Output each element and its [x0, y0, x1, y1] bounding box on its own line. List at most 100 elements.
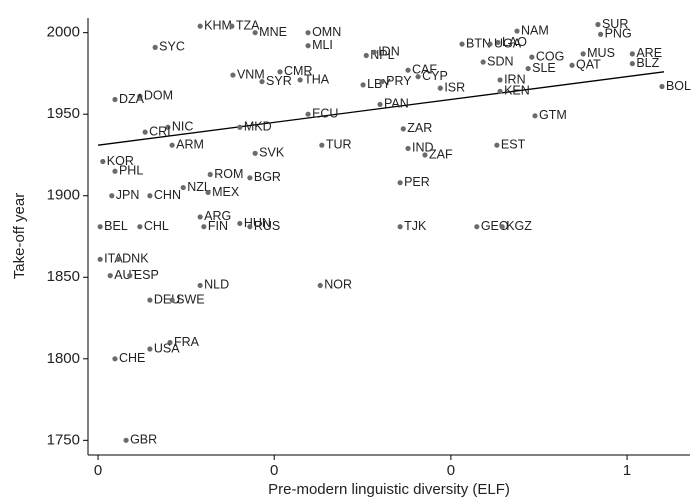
- point: [201, 224, 207, 230]
- point: [137, 224, 143, 230]
- point: [152, 44, 158, 50]
- point: [397, 180, 403, 186]
- point-label: ARE: [636, 46, 662, 60]
- point-label: ZAF: [429, 147, 453, 161]
- y-tick-label: 1950: [47, 105, 80, 122]
- point-label: SLE: [532, 61, 556, 75]
- x-tick-label: 0: [270, 462, 278, 479]
- point-label: ZAR: [407, 121, 432, 135]
- point: [97, 224, 103, 230]
- point-label: SDN: [487, 54, 513, 68]
- point: [169, 297, 175, 303]
- point: [197, 282, 203, 289]
- point-label: MKD: [244, 120, 272, 134]
- point-label: ESP: [134, 268, 159, 282]
- point-label: VNM: [237, 67, 265, 81]
- point-label: EST: [501, 137, 526, 151]
- point-label: CHN: [154, 188, 181, 202]
- point-label: PER: [404, 175, 430, 189]
- point-label: NLD: [204, 278, 229, 292]
- point-label: SWE: [176, 292, 204, 306]
- point: [495, 39, 501, 46]
- point: [237, 220, 243, 227]
- point-label: IDN: [378, 45, 400, 59]
- point-label: RUS: [254, 219, 280, 233]
- point-label: TUR: [326, 137, 352, 151]
- point-label: GEO: [481, 219, 509, 233]
- point: [147, 346, 153, 352]
- point: [112, 168, 118, 174]
- point-label: GBR: [130, 433, 157, 447]
- point-label: SVK: [259, 146, 285, 160]
- point-label: QAT: [576, 58, 601, 72]
- point: [107, 273, 113, 279]
- point-label: CHL: [144, 219, 169, 233]
- point: [147, 297, 153, 303]
- point-label: SYR: [266, 74, 292, 88]
- point-label: IND: [412, 141, 434, 155]
- point-label: SYC: [159, 40, 185, 54]
- point-label: KHM: [204, 18, 232, 32]
- point: [229, 23, 235, 29]
- point-label: FRA: [174, 335, 200, 349]
- point-label: CHE: [119, 351, 145, 365]
- point: [237, 124, 243, 130]
- point: [97, 256, 103, 262]
- point: [474, 224, 480, 230]
- point: [305, 111, 311, 117]
- point-label: BEL: [104, 219, 128, 233]
- y-tick-label: 1750: [47, 431, 80, 448]
- point: [147, 193, 153, 199]
- point: [169, 142, 175, 148]
- point: [319, 142, 325, 148]
- point: [259, 78, 265, 85]
- point-label: BGR: [254, 170, 281, 184]
- point: [497, 88, 503, 94]
- point: [437, 85, 443, 91]
- point: [525, 65, 531, 72]
- point: [629, 51, 635, 57]
- point: [197, 23, 203, 29]
- point: [197, 214, 203, 220]
- point: [405, 67, 411, 73]
- point: [595, 21, 601, 28]
- point-label: UGA: [494, 36, 522, 50]
- point: [379, 78, 385, 85]
- point-label: NOR: [324, 278, 352, 292]
- point: [569, 62, 575, 68]
- point: [397, 224, 403, 230]
- point: [277, 69, 283, 75]
- point-label: PRY: [386, 74, 412, 88]
- point: [247, 175, 253, 181]
- point-label: IRN: [504, 72, 526, 86]
- point: [207, 171, 213, 178]
- point: [377, 101, 383, 108]
- point: [127, 273, 133, 279]
- fit-line: [97, 71, 665, 146]
- point: [580, 51, 586, 57]
- x-tick-label: 0: [94, 462, 102, 479]
- point-label: PHL: [119, 164, 143, 178]
- point: [480, 59, 486, 65]
- y-tick-label: 1900: [47, 187, 80, 204]
- point: [112, 96, 118, 103]
- point: [252, 150, 258, 156]
- point-label: MEX: [212, 185, 240, 199]
- point-label: ECU: [312, 107, 338, 121]
- point-label: LAO: [502, 35, 527, 49]
- point: [405, 145, 411, 152]
- x-axis-title: Pre-modern linguistic diversity (ELF): [268, 481, 510, 498]
- point: [532, 113, 538, 119]
- point-label: DEU: [154, 292, 180, 306]
- point: [363, 52, 369, 59]
- point: [230, 72, 236, 78]
- point-label: PNG: [605, 27, 632, 41]
- point-label: KEN: [504, 84, 530, 98]
- point-label: ISR: [444, 80, 465, 94]
- point: [400, 126, 406, 132]
- point: [180, 184, 186, 191]
- point: [115, 256, 121, 262]
- point: [459, 41, 465, 47]
- point: [371, 49, 377, 55]
- point-label: NZL: [187, 180, 211, 194]
